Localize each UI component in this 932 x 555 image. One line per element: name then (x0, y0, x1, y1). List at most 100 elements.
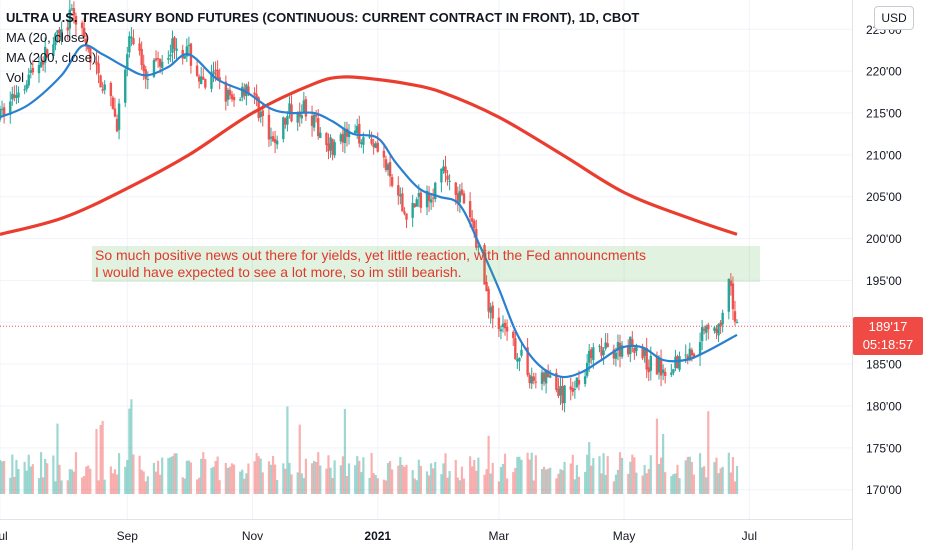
volume-bar (9, 477, 12, 494)
volume-bar (444, 453, 447, 494)
volume-bar (606, 456, 609, 494)
volume-bar (491, 462, 494, 494)
volume-bar (545, 469, 548, 494)
volume-bar (372, 473, 375, 494)
volume-bar (664, 472, 667, 494)
candle-body (411, 202, 414, 218)
candle-body (97, 63, 100, 74)
symbol-title: ULTRA U.S. TREASURY BOND FUTURES (CONTIN… (6, 10, 640, 25)
volume-bar (347, 463, 351, 494)
ma20-line (0, 44, 738, 379)
candle-body (518, 357, 521, 362)
volume-bar (300, 473, 303, 494)
volume-bar (561, 470, 564, 494)
volume-bar (267, 461, 271, 494)
volume-bar (183, 478, 186, 494)
volume-bar (411, 470, 414, 494)
candle-body (563, 385, 566, 404)
candle-body (228, 89, 232, 96)
candle-body (491, 305, 494, 319)
candle-body (684, 354, 687, 356)
volume-bar (557, 473, 560, 494)
volume-bar (302, 478, 305, 494)
volume-bar (212, 466, 215, 494)
candle-body (232, 96, 236, 101)
candle-body (399, 194, 402, 197)
volume-bar (374, 474, 377, 494)
volume-bar (185, 460, 188, 494)
volume-bar (731, 457, 735, 494)
candle-body (460, 189, 464, 195)
volume-bar (698, 453, 702, 494)
volume-bar (325, 468, 328, 494)
volume-bar (520, 459, 523, 494)
volume-bar (111, 473, 115, 494)
currency-button[interactable]: USD (874, 6, 914, 30)
volume-bar (633, 457, 636, 494)
candle-body (362, 137, 365, 145)
time-axis[interactable]: Jul Sep Nov 2021 Mar May Jul (0, 529, 757, 543)
volume-bar (528, 459, 531, 494)
candle-body (602, 350, 605, 356)
candle-body (113, 108, 117, 117)
volume-bar (87, 465, 90, 494)
volume-bar (713, 462, 716, 494)
candle-body (25, 84, 28, 90)
volume-bar (469, 456, 472, 494)
volume-bar (427, 475, 431, 494)
candle-body (302, 100, 306, 114)
x-tick-label: Jul (742, 529, 757, 543)
candle-body (89, 48, 92, 63)
candle-body (130, 36, 133, 39)
indicator-ma200-label[interactable]: MA (200, close) (6, 50, 97, 65)
volume-bar (290, 474, 293, 494)
volume-bar (124, 466, 127, 494)
candle-body (731, 283, 735, 310)
volume-bar (674, 473, 677, 494)
volume-bar (259, 458, 262, 494)
candle-body (27, 74, 30, 86)
volume-bar (173, 453, 176, 494)
volume-bar (113, 469, 117, 494)
candle-body (627, 345, 630, 355)
candle-body (401, 193, 404, 212)
volume-bar (602, 453, 605, 494)
candle-body (117, 103, 121, 130)
annotation-note[interactable]: So much positive news out there for yiel… (92, 246, 760, 282)
candle-body (300, 115, 303, 119)
last-price-tag: 189'17 05:18:57 (853, 317, 923, 355)
candle-body (384, 159, 388, 171)
volume-bar (629, 461, 632, 494)
candle-body (358, 123, 361, 144)
candle-body (115, 119, 119, 132)
candle-body (698, 342, 702, 356)
candle-body (501, 323, 505, 328)
volume-bar (117, 453, 121, 494)
candle-body (700, 327, 704, 342)
candle-body (468, 201, 472, 218)
volume-bar (356, 456, 359, 494)
volume-bar (512, 472, 515, 494)
candle-body (212, 71, 215, 75)
indicator-ma20-label[interactable]: MA (20, close) (6, 30, 90, 45)
volume-bar (577, 476, 581, 494)
candle-body (56, 30, 59, 33)
volume-bar (586, 454, 589, 494)
indicator-volume-label[interactable]: Vol (6, 70, 25, 85)
volume-bar (497, 481, 500, 494)
volume-bar (23, 461, 26, 494)
volume-bar (25, 470, 28, 494)
volume-bar (29, 466, 32, 494)
candle-body (319, 132, 322, 138)
price-axis[interactable]: 225'00220'00215'00210'00205'00200'00195'… (866, 23, 902, 497)
candle-body (142, 64, 145, 72)
candle-body (434, 182, 437, 200)
volume-bar (17, 469, 20, 494)
candle-body (733, 311, 737, 322)
candle-body (397, 185, 400, 196)
candle-body (255, 94, 258, 100)
candle-body (425, 190, 429, 208)
volume-bar (600, 473, 603, 494)
